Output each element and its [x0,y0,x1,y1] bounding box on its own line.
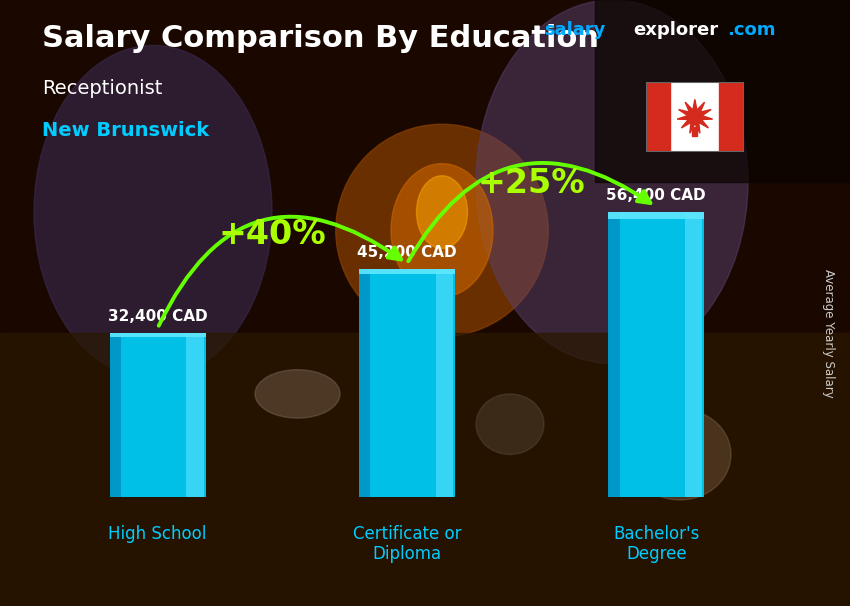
Text: New Brunswick: New Brunswick [42,121,210,140]
Bar [110,333,206,497]
Ellipse shape [476,0,748,364]
Bar [436,268,453,497]
Ellipse shape [336,124,548,336]
Bar [110,333,122,497]
Bar [110,333,206,338]
Text: Salary Comparison By Education: Salary Comparison By Education [42,24,599,53]
Ellipse shape [255,370,340,418]
Bar [609,212,620,497]
Bar [609,212,704,219]
Ellipse shape [34,45,272,379]
Bar [609,212,704,497]
Text: Receptionist: Receptionist [42,79,163,98]
Text: .com: .com [727,21,775,39]
Text: High School: High School [109,525,207,543]
Bar [692,127,698,136]
Ellipse shape [629,409,731,500]
Text: +25%: +25% [478,167,586,201]
Bar [359,268,455,497]
Text: +40%: +40% [218,218,326,251]
Text: 32,400 CAD: 32,400 CAD [108,309,207,324]
Text: Certificate or
Diploma: Certificate or Diploma [353,525,462,564]
Bar [359,268,455,275]
Bar [186,333,204,497]
Ellipse shape [391,164,493,297]
Bar [719,82,744,152]
Bar [0,333,850,606]
Text: Bachelor's
Degree: Bachelor's Degree [613,525,700,564]
Text: salary: salary [544,21,605,39]
Text: 45,200 CAD: 45,200 CAD [357,245,456,259]
Text: 56,400 CAD: 56,400 CAD [606,188,706,203]
Ellipse shape [416,176,468,248]
Polygon shape [677,99,712,133]
Bar [595,0,850,182]
Ellipse shape [476,394,544,454]
Text: Average Yearly Salary: Average Yearly Salary [822,269,836,398]
Bar [646,82,671,152]
Bar [359,268,371,497]
Bar [685,212,702,497]
Text: explorer: explorer [633,21,718,39]
